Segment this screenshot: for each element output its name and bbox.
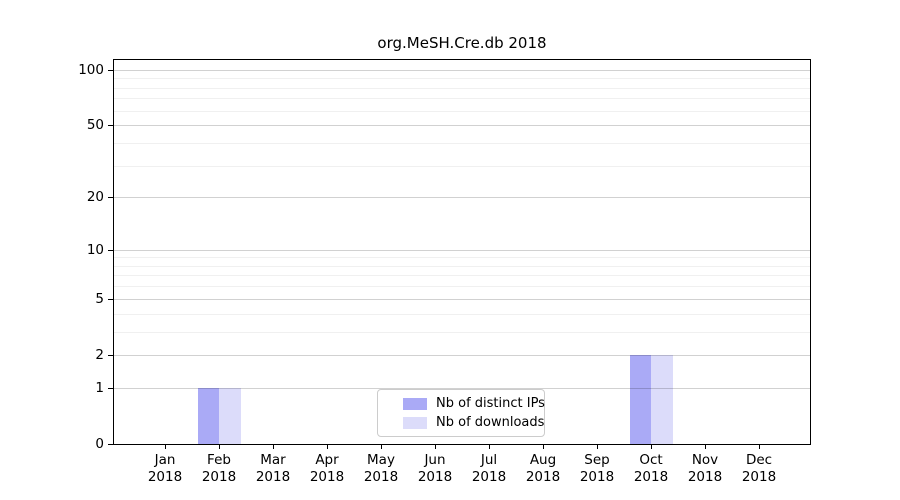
gridline-minor-4 [114, 313, 810, 315]
y-tick-10 [108, 249, 113, 251]
y-tick-label-5: 5 [95, 290, 104, 307]
gridline-minor-30 [114, 165, 810, 167]
x-tick-label-jul-2018: Jul 2018 [471, 452, 507, 485]
gridline-minor-7 [114, 275, 810, 277]
x-tick-jul-2018 [489, 444, 490, 449]
x-tick-label-aug-2018: Aug 2018 [525, 452, 561, 485]
bar-nb-of-downloads-oct-2018 [651, 354, 673, 444]
x-tick-sep-2018 [597, 444, 598, 449]
gridline-minor-6 [114, 286, 810, 288]
plot-area: Nb of distinct IPs Nb of downloads [114, 60, 810, 444]
x-tick-jun-2018 [435, 444, 436, 449]
y-tick-label-50: 50 [86, 117, 104, 134]
y-tick-label-100: 100 [78, 61, 104, 78]
gridline-major-100 [114, 69, 810, 71]
legend-item: Nb of downloads [378, 415, 545, 430]
y-tick-label-10: 10 [86, 241, 104, 258]
x-tick-oct-2018 [651, 444, 652, 449]
gridline-major-20 [114, 197, 810, 199]
x-tick-dec-2018 [759, 444, 760, 449]
x-tick-feb-2018 [219, 444, 220, 449]
gridline-minor-90 [114, 78, 810, 80]
x-tick-nov-2018 [705, 444, 706, 449]
y-tick-0 [108, 444, 113, 445]
y-tick-20 [108, 197, 113, 199]
bar-nb-of-distinct-ips-feb-2018 [197, 387, 219, 444]
chart-title: org.MeSH.Cre.db 2018 [377, 34, 547, 52]
y-tick-100 [108, 69, 113, 71]
gridline-major-2 [114, 354, 810, 356]
bar-nb-of-distinct-ips-oct-2018 [629, 354, 651, 444]
x-tick-apr-2018 [327, 444, 328, 449]
gridline-major-5 [114, 298, 810, 300]
x-tick-aug-2018 [543, 444, 544, 449]
gridline-minor-3 [114, 331, 810, 333]
gridline-minor-8 [114, 265, 810, 267]
x-tick-label-feb-2018: Feb 2018 [201, 452, 237, 485]
legend-swatch-downloads [403, 416, 427, 429]
gridline-major-50 [114, 125, 810, 127]
gridline-minor-80 [114, 87, 810, 89]
y-tick-50 [108, 125, 113, 127]
gridline-minor-60 [114, 110, 810, 112]
gridline-major-1 [114, 387, 810, 389]
legend-item: Nb of distinct IPs [378, 396, 545, 411]
y-tick-1 [108, 387, 113, 389]
legend-swatch-distinct-ips [403, 397, 427, 410]
x-tick-label-jun-2018: Jun 2018 [417, 452, 453, 485]
gridline-minor-70 [114, 98, 810, 100]
x-tick-may-2018 [381, 444, 382, 449]
x-tick-label-apr-2018: Apr 2018 [309, 452, 345, 485]
gridline-minor-40 [114, 142, 810, 144]
x-tick-label-dec-2018: Dec 2018 [741, 452, 777, 485]
x-tick-label-nov-2018: Nov 2018 [687, 452, 723, 485]
grid-layer [114, 60, 810, 444]
bar-nb-of-downloads-feb-2018 [219, 387, 241, 444]
x-tick-label-mar-2018: Mar 2018 [255, 452, 291, 485]
x-tick-label-oct-2018: Oct 2018 [633, 452, 669, 485]
y-tick-label-20: 20 [86, 189, 104, 206]
gridline-minor-9 [114, 257, 810, 259]
legend-label-distinct-ips: Nb of distinct IPs [436, 396, 545, 411]
y-tick-label-0: 0 [95, 436, 104, 452]
x-tick-label-jan-2018: Jan 2018 [147, 452, 183, 485]
legend: Nb of distinct IPs Nb of downloads [377, 389, 545, 437]
y-tick-label-2: 2 [95, 346, 104, 363]
x-tick-mar-2018 [273, 444, 274, 449]
y-tick-5 [108, 298, 113, 300]
y-tick-2 [108, 354, 113, 356]
x-tick-label-may-2018: May 2018 [363, 452, 399, 485]
gridline-major-10 [114, 249, 810, 251]
legend-label-downloads: Nb of downloads [436, 415, 545, 430]
y-tick-label-1: 1 [95, 379, 104, 396]
x-tick-jan-2018 [165, 444, 166, 449]
bars-layer [114, 60, 810, 444]
x-tick-label-sep-2018: Sep 2018 [579, 452, 615, 485]
